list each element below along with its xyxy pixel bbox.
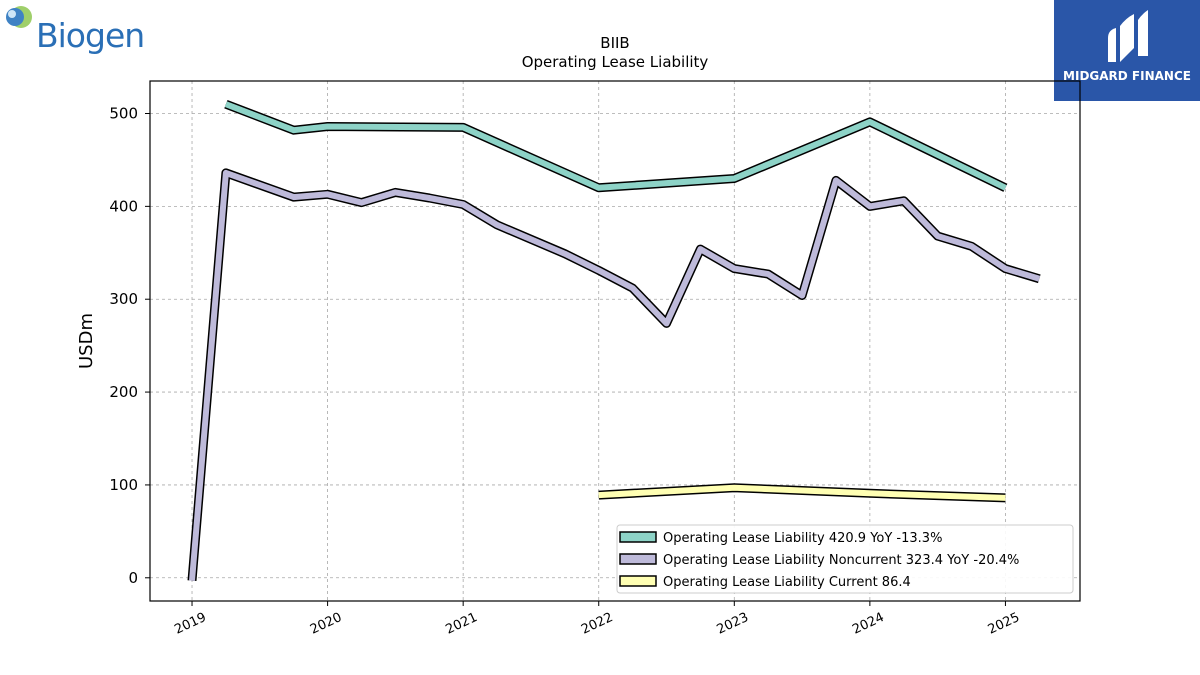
midgard-finance-logo: MIDGARD FINANCE [1054,0,1200,101]
y-tick-label: 400 [109,197,138,215]
legend-swatch [619,575,657,587]
x-tick-label: 2022 [579,610,615,638]
y-tick-label: 300 [109,290,138,308]
midgard-finance-wordmark: MIDGARD FINANCE [1063,69,1191,83]
y-tick-label: 500 [109,105,138,123]
legend-entry: Operating Lease Liability 420.9 YoY -13.… [663,531,942,546]
legend-entry: Operating Lease Liability Noncurrent 323… [663,553,1019,568]
plot-frame [149,80,1081,602]
chart-title: BIIB [600,34,629,52]
biogen-wordmark: Biogen [36,16,145,55]
legend-box [616,524,1074,594]
series-stroke [598,484,1006,501]
x-tick-label: 2023 [715,610,751,638]
y-tick-label: 200 [109,383,138,401]
grid [150,81,1080,601]
series-1-line [224,99,1008,193]
x-tick-label: 2025 [986,610,1022,638]
y-tick-label: 100 [109,476,138,494]
y-axis-label: USDm [76,313,97,369]
x-tick-label: 2024 [850,610,886,638]
legend-swatch [619,531,657,543]
x-tick-label: 2020 [308,610,344,638]
chart-subtitle: Operating Lease Liability [522,53,709,71]
series-outline [187,168,1041,581]
series-stroke [189,169,1041,581]
legend-swatch [619,553,657,565]
midgard-emblem-icon [1108,10,1148,62]
y-tick-label: 0 [128,569,138,587]
legend-entry: Operating Lease Liability Current 86.4 [663,575,911,590]
x-tick-label: 2019 [172,610,208,638]
legend: Operating Lease Liability 420.9 YoY -13.… [616,524,1074,594]
series-lines [187,99,1041,581]
biogen-logo: Biogen [4,4,154,55]
series-2-line [187,168,1041,581]
series-outline [224,99,1008,193]
series-stroke [224,101,1007,191]
biogen-globe-icon [6,6,32,28]
series-3-line [598,483,1006,503]
x-tick-label: 2021 [444,610,480,638]
